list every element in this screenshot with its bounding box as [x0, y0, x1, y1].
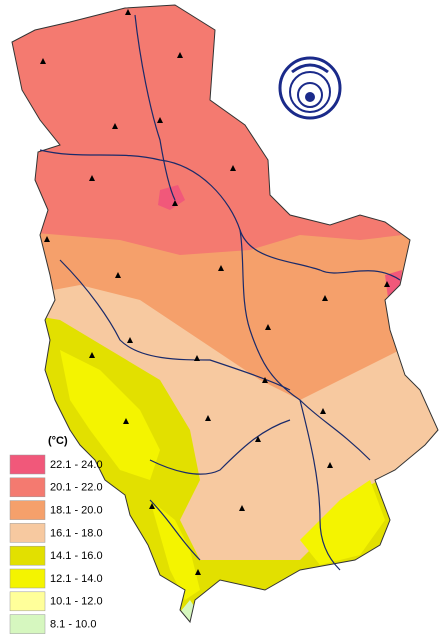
legend-swatch [9, 500, 46, 520]
legend-label: 22.1 - 24.0 [50, 459, 103, 471]
legend-swatch [9, 614, 46, 634]
legend-label: 12.1 - 14.0 [50, 573, 103, 585]
legend-swatch [9, 568, 46, 589]
legend-label: 20.1 - 22.0 [50, 482, 103, 494]
legend-label: 8.1 - 10.0 [50, 619, 96, 631]
legend-label: 14.1 - 16.0 [50, 550, 103, 562]
rivers [39, 14, 401, 571]
legend-label: 10.1 - 12.0 [50, 596, 103, 608]
legend-swatch [9, 545, 46, 566]
stations [40, 9, 390, 575]
legend-swatch [9, 477, 46, 498]
legend-label: 18.1 - 20.0 [50, 505, 103, 517]
country-border [11, 4, 439, 624]
legend-label: 16.1 - 18.0 [50, 527, 103, 539]
legend-swatch [9, 523, 46, 543]
legend-swatch [9, 591, 46, 612]
legend-title: (°C) [48, 435, 68, 447]
legend: 22.1 - 24.0 20.1 - 22.0 18.1 - 20.0 16.1 - … [9, 454, 103, 634]
logo [278, 56, 342, 120]
legend-swatch [9, 454, 46, 475]
